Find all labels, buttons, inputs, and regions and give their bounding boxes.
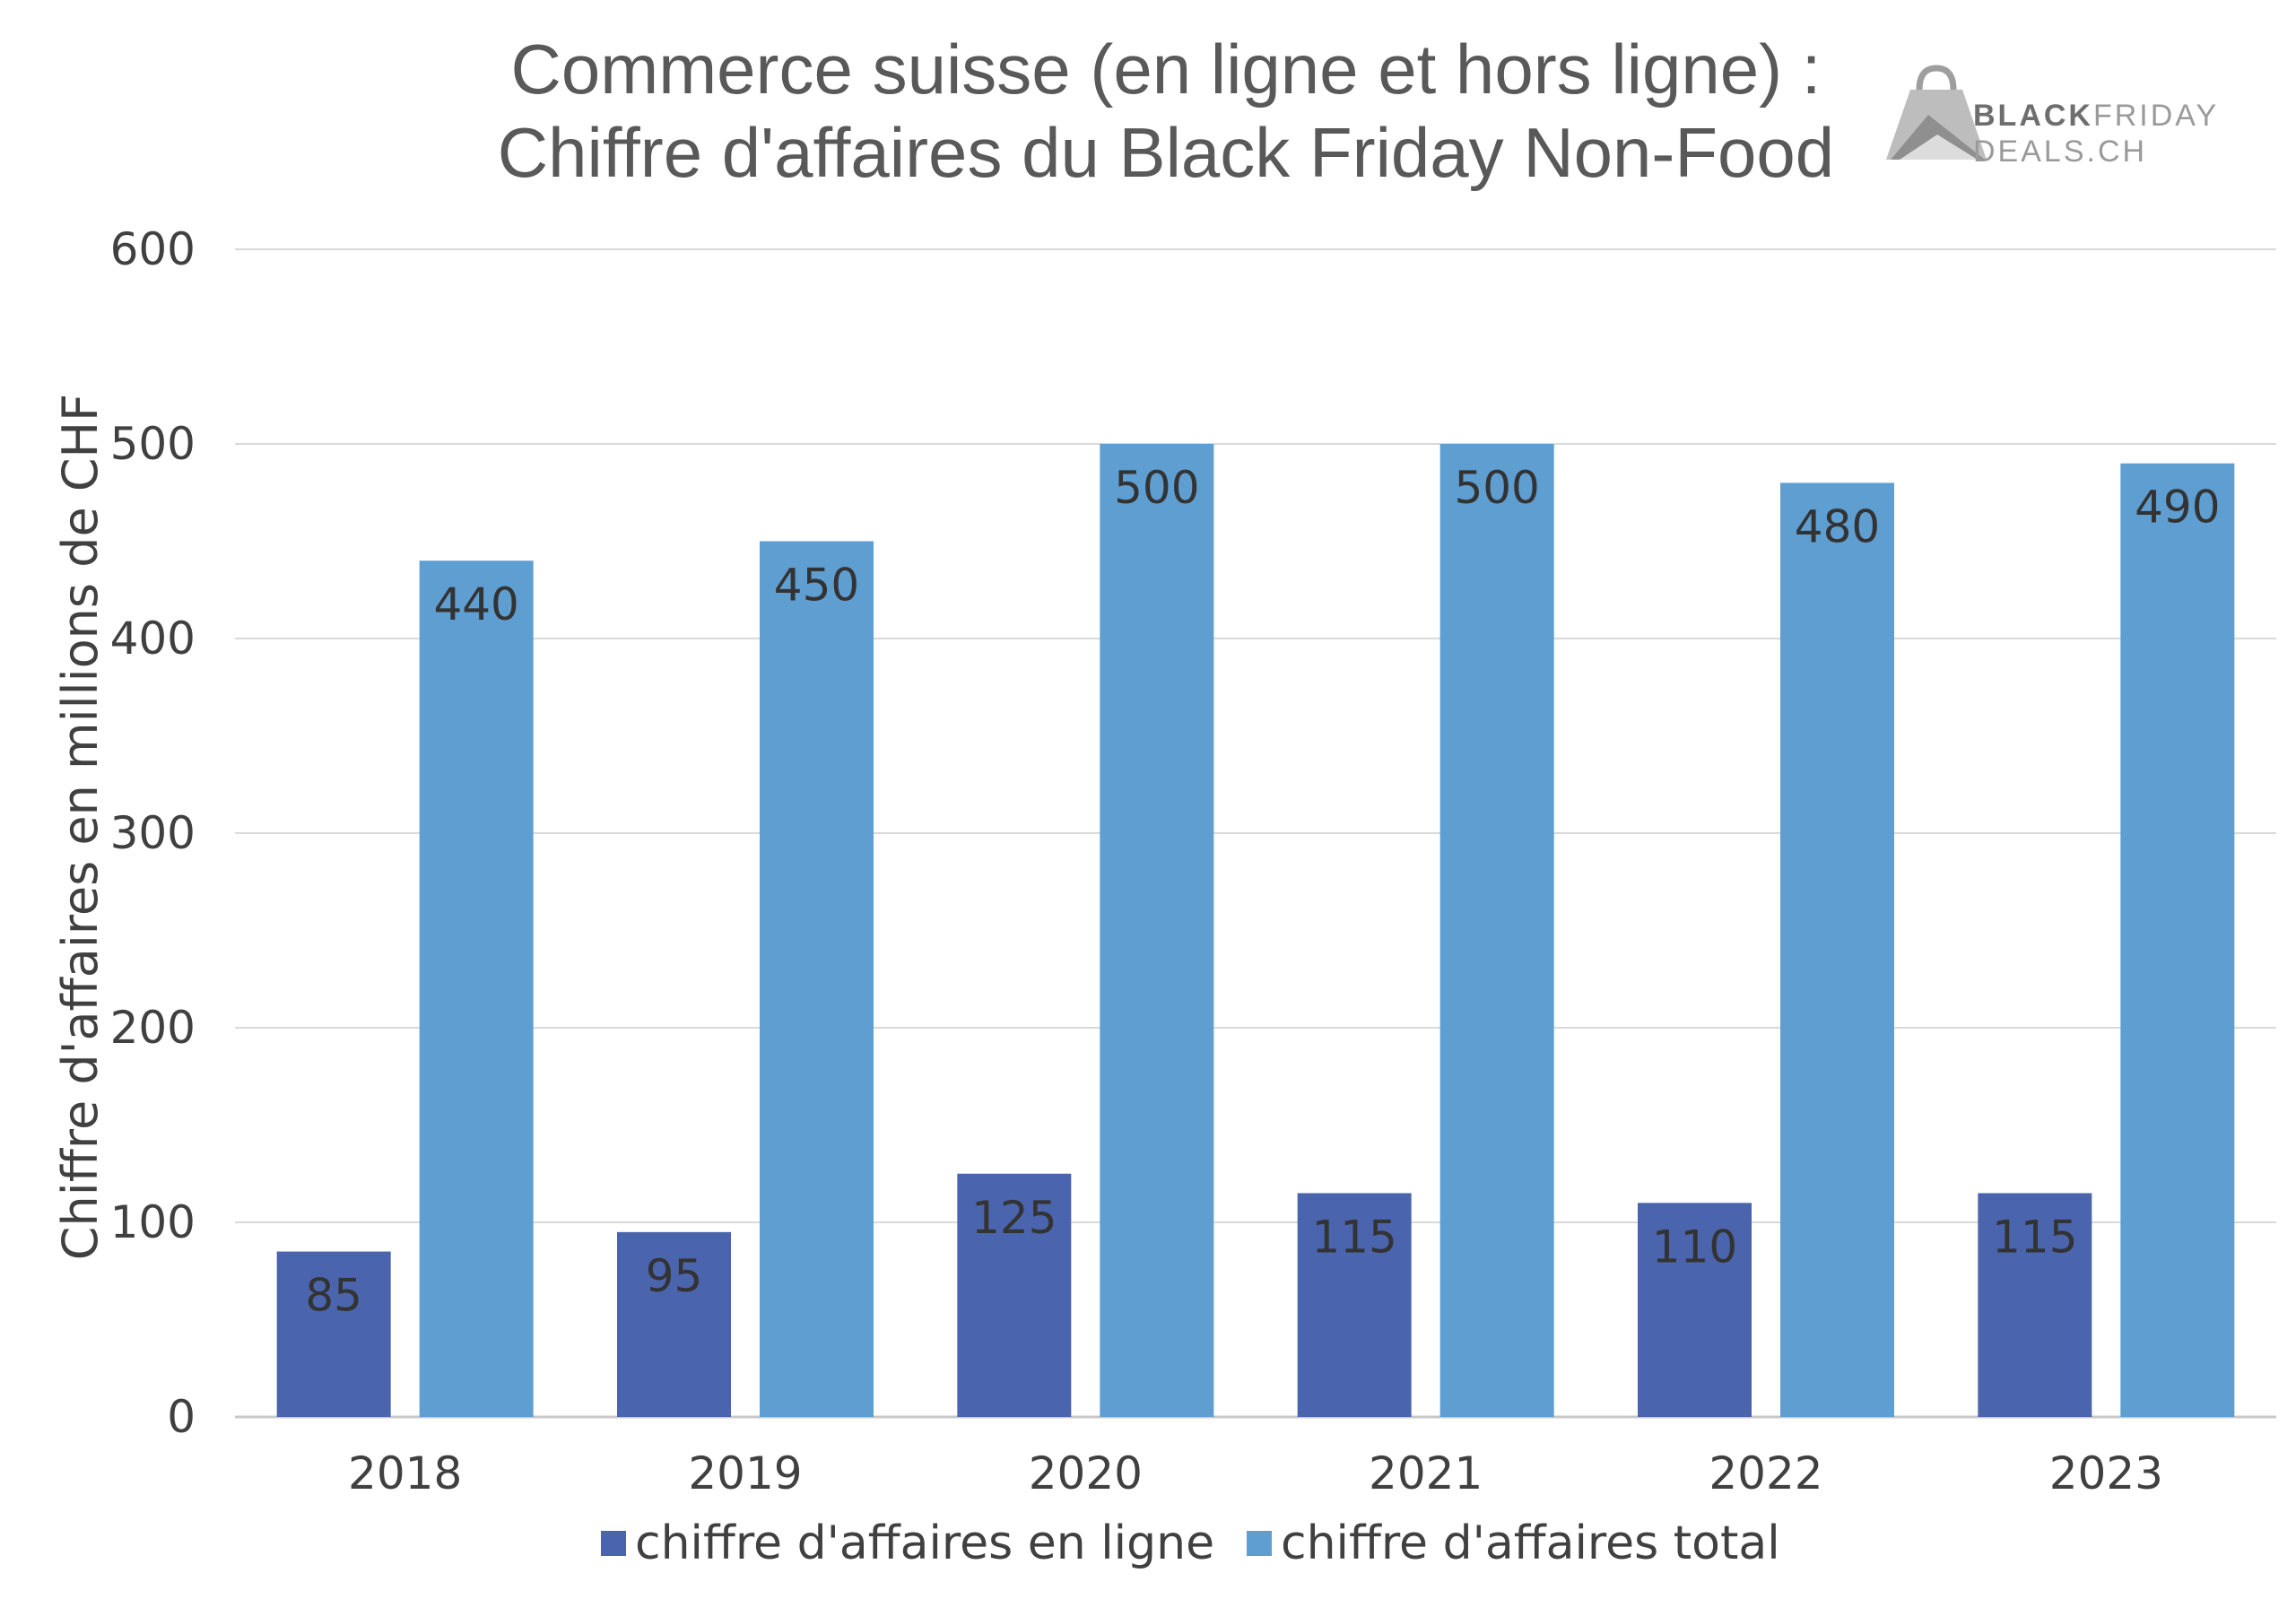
data-label: 115 — [1992, 1211, 2077, 1263]
y-tick-label: 300 — [110, 807, 196, 859]
data-label: 125 — [971, 1192, 1057, 1244]
bar-online-2019 — [617, 1231, 731, 1417]
y-axis-title: Chiffre d'affaires en millions de CHF — [52, 394, 109, 1260]
data-label: 450 — [774, 560, 859, 612]
data-labels: 85 440 95 450 125 500 115 500 110 480 115 490 — [305, 462, 2220, 1322]
bars — [276, 444, 2235, 1418]
data-label: 95 — [646, 1250, 703, 1302]
legend-swatch — [601, 1531, 626, 1556]
shopping-bag-icon — [1886, 65, 1987, 160]
y-tick-label: 400 — [110, 613, 196, 665]
legend-swatch — [1247, 1531, 1272, 1556]
data-label: 480 — [1795, 500, 1880, 552]
y-tick-label: 0 — [167, 1391, 196, 1443]
gridlines — [235, 248, 2276, 1419]
bar-online-2021 — [1297, 1193, 1412, 1417]
data-label: 85 — [305, 1270, 362, 1322]
bar-online-2022 — [1638, 1203, 1752, 1417]
data-label: 500 — [1454, 462, 1539, 514]
y-tick-label: 600 — [110, 223, 196, 275]
y-axis-ticks: 0 100 200 300 400 500 600 — [110, 223, 196, 1443]
logo-line-2: DEALS.CH — [1973, 135, 2147, 169]
chart-title-line-2: Chiffre d'affaires du Black Friday Non-F… — [498, 113, 1834, 192]
x-tick-label: 2021 — [1369, 1447, 1483, 1499]
bar-total-2019 — [760, 541, 874, 1417]
data-label: 440 — [433, 578, 518, 630]
legend-label: chiffre d'affaires en ligne — [635, 1516, 1214, 1570]
logo-line-1: BLACKFRIDAY — [1973, 99, 2219, 133]
x-tick-label: 2023 — [2049, 1447, 2163, 1499]
bar-online-2020 — [957, 1173, 1072, 1417]
bar-online-2018 — [276, 1251, 391, 1417]
data-label: 500 — [1114, 462, 1199, 514]
bar-online-2023 — [1978, 1193, 2092, 1417]
chart-title-line-1: Commerce suisse (en ligne et hors ligne)… — [511, 30, 1822, 109]
y-tick-label: 100 — [110, 1196, 196, 1248]
x-tick-label: 2019 — [688, 1447, 802, 1499]
x-axis-ticks: 2018 2019 2020 2021 2022 2023 — [348, 1447, 2163, 1499]
bar-total-2022 — [1780, 482, 1894, 1417]
x-tick-label: 2020 — [1029, 1447, 1143, 1499]
data-label: 110 — [1652, 1221, 1737, 1273]
x-tick-label: 2022 — [1709, 1447, 1822, 1499]
data-label: 115 — [1311, 1211, 1396, 1263]
data-label: 490 — [2135, 482, 2220, 534]
legend: chiffre d'affaires en ligne chiffre d'aff… — [601, 1516, 1780, 1570]
bar-total-2018 — [419, 561, 534, 1417]
bar-total-2021 — [1439, 444, 1554, 1417]
y-tick-label: 500 — [110, 418, 196, 470]
x-tick-label: 2018 — [348, 1447, 462, 1499]
bar-total-2023 — [2120, 463, 2235, 1418]
bar-total-2020 — [1100, 444, 1214, 1417]
y-tick-label: 200 — [110, 1002, 196, 1054]
legend-label: chiffre d'affaires total — [1281, 1516, 1780, 1570]
black-friday-deals-logo: BLACKFRIDAY DEALS.CH — [1886, 65, 2219, 169]
